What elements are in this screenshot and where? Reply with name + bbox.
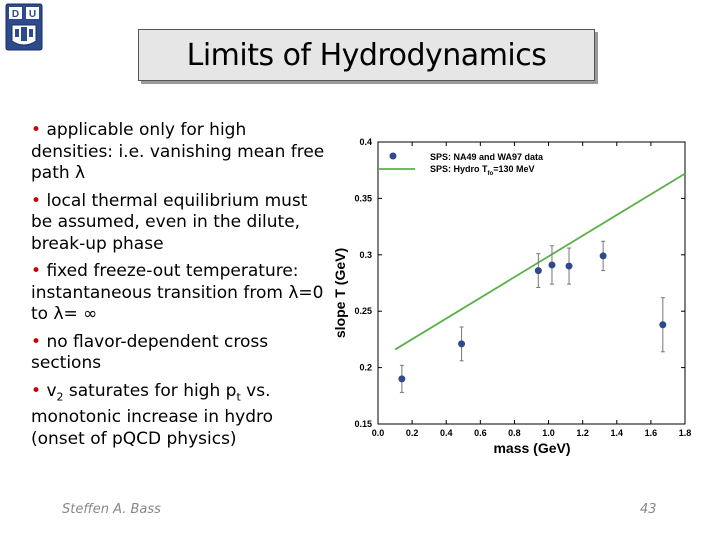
bullet-item: • v2 saturates for high pt vs. monotonic… <box>31 381 331 451</box>
logo-letter-u: U <box>29 9 36 20</box>
y-axis-label: slope T (GeV) <box>332 248 348 338</box>
chart-axes: 0.0 0.2 0.4 0.6 0.8 1.0 1.2 1.4 1.6 1.8 0.15 0.2 0.2… <box>354 137 691 438</box>
data-point <box>534 267 542 275</box>
university-logo: D U <box>5 3 43 51</box>
y-tick-label: 0.35 <box>354 193 372 203</box>
bullet-item: • applicable only for high densities: i.… <box>31 120 331 185</box>
y-tick-label: 0.4 <box>359 137 372 147</box>
footer-author: Steffen A. Bass <box>62 502 161 517</box>
bullet-text-sub-2: 2 <box>56 389 64 403</box>
bullet-marker: • <box>31 261 42 281</box>
y-tick-label: 0.15 <box>354 419 372 429</box>
page-number: 43 <box>640 502 657 517</box>
data-point <box>599 252 607 260</box>
bullet-text: local thermal equilibrium must be assume… <box>31 190 308 254</box>
data-point <box>458 340 466 348</box>
legend-hydro-tail: =130 MeV <box>493 164 534 174</box>
data-point <box>398 375 406 383</box>
bullet-item: • fixed freeze-out temperature: instanta… <box>31 261 331 326</box>
x-tick-label: 0.0 <box>372 428 385 438</box>
hydro-fit-line <box>394 172 686 351</box>
bullet-text-v: v <box>46 380 57 401</box>
legend-label-hydro: SPS: Hydro Tfo=130 MeV <box>430 164 534 177</box>
bullet-item: • no flavor-dependent cross sections <box>31 332 331 375</box>
legend-label-data: SPS: NA49 and WA97 data <box>430 152 544 162</box>
x-tick-label: 0.2 <box>406 428 419 438</box>
legend-hydro-main: SPS: Hydro T <box>430 164 488 174</box>
x-tick-label: 0.4 <box>440 428 453 438</box>
bullet-text-sub-t: t <box>236 389 241 403</box>
x-tick-label: 1.8 <box>679 428 692 438</box>
bullet-marker: • <box>31 380 42 401</box>
data-point <box>659 321 667 329</box>
bullet-item: • local thermal equilibrium must be assu… <box>31 191 331 256</box>
bullet-text-mid: saturates for high p <box>63 380 237 401</box>
slide-title: Limits of Hydrodynamics <box>186 37 547 73</box>
bullet-text: no flavor-dependent cross sections <box>31 331 269 374</box>
bullet-text: applicable only for high densities: i.e.… <box>31 120 325 183</box>
x-tick-label: 1.4 <box>611 428 624 438</box>
x-tick-label: 1.6 <box>645 428 658 438</box>
x-axis-label: mass (GeV) <box>493 440 570 456</box>
y-tick-label: 0.25 <box>354 306 372 316</box>
bullet-marker: • <box>31 331 42 352</box>
x-tick-label: 1.2 <box>576 428 589 438</box>
bullet-marker: • <box>31 190 42 211</box>
bullet-marker: • <box>31 120 42 140</box>
plot-frame <box>377 141 686 425</box>
x-tick-label: 0.6 <box>474 428 487 438</box>
bullet-text-tail: vs. monotonic increase in hydro (onset o… <box>31 380 274 449</box>
legend-marker-data <box>389 152 397 160</box>
legend-hydro-sub: fo <box>488 171 494 177</box>
bullet-text: fixed freeze-out temperature: instantane… <box>31 261 324 324</box>
chart-marks <box>394 172 686 393</box>
data-point <box>565 262 573 270</box>
x-tick-label: 1.0 <box>542 428 555 438</box>
bullet-list: • applicable only for high densities: i.… <box>31 120 331 456</box>
y-tick-label: 0.3 <box>359 250 372 260</box>
slope-temperature-chart: 0.0 0.2 0.4 0.6 0.8 1.0 1.2 1.4 1.6 1.8 0.15 0.2 0.2… <box>332 137 691 456</box>
chart-legend: SPS: NA49 and WA97 data SPS: Hydro Tfo=1… <box>379 152 544 177</box>
title-box: Limits of Hydrodynamics <box>138 29 595 81</box>
logo-letter-d: D <box>12 9 19 20</box>
y-tick-label: 0.2 <box>359 363 372 373</box>
data-point <box>548 261 556 269</box>
x-tick-label: 0.8 <box>508 428 521 438</box>
